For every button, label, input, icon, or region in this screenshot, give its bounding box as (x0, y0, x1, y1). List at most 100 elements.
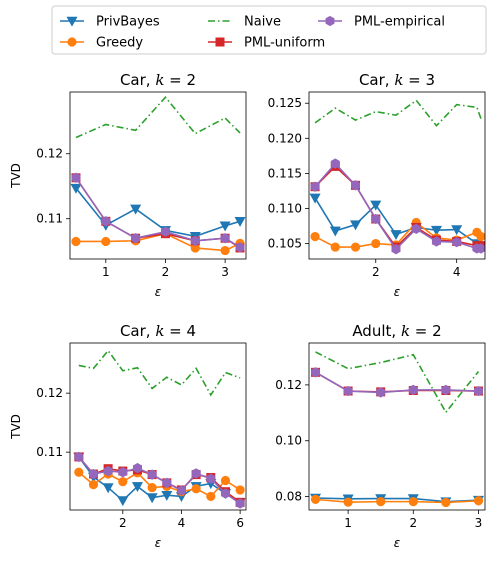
y-tick-label: 0.125 (268, 96, 302, 110)
subplot-2: Car, k = 3 2 4 0.105 0.110 0.115 0.120 0.125 ε (268, 71, 486, 299)
legend-item-pml-uniform: PML-uniform (208, 36, 325, 51)
series-line-pml-empirical (315, 371, 479, 394)
data-point-privbayes (390, 230, 402, 241)
data-point-privbayes (146, 493, 158, 504)
legend-entries: PrivBayes Greedy Naive PML-uniform PML-empir… (60, 15, 445, 51)
y-axis-label: TVD (9, 414, 23, 440)
x-axis-label: ε (155, 285, 162, 299)
y-tick-label: 0.11 (36, 212, 63, 226)
series-pml-empirical (310, 158, 485, 255)
series-line-greedy (314, 221, 482, 248)
y-axis-label: TVD (9, 163, 23, 189)
plot-area (70, 95, 246, 256)
data-point-privbayes (309, 193, 321, 204)
legend-marker (325, 15, 335, 27)
title-value: = 4 (164, 322, 196, 340)
series-privbayes (310, 493, 484, 508)
data-point-greedy (441, 497, 451, 508)
y-tick-label: 0.12 (36, 386, 63, 400)
subplot-title: Car, k = 3 (359, 71, 435, 89)
legend: PrivBayes Greedy Naive PML-uniform PML-empir… (51, 5, 487, 55)
y-tick-label: 0.11 (36, 445, 63, 459)
legend-marker (215, 37, 225, 47)
subplot-title: Adult, k = 2 (352, 322, 441, 340)
data-point-pml-empirical (441, 384, 451, 396)
subplot-4: Adult, k = 2 1 2 3 0.08 0.10 0.12 ε (275, 322, 486, 550)
y-tick-label: 0.120 (268, 131, 302, 145)
data-point-privbayes (131, 482, 143, 493)
title-value: = 2 (164, 71, 196, 89)
axes-frame (308, 91, 486, 260)
data-point-greedy (371, 238, 381, 249)
series-pml-empirical (71, 172, 245, 253)
data-point-greedy (220, 245, 230, 256)
data-point-pml-empirical (101, 216, 111, 227)
x-tick-label: 2 (162, 265, 170, 279)
legend-item-pml-empirical: PML-empirical (318, 15, 445, 30)
data-point-greedy (191, 484, 201, 494)
subplots: Car, k = 2 1 2 3 0.11 0.12 ε TVD Car, k = 3 2 4 0.1… (9, 71, 486, 550)
data-point-greedy (235, 485, 245, 495)
subplot-1: Car, k = 2 1 2 3 0.11 0.12 ε TVD (9, 71, 247, 299)
data-point-greedy (206, 491, 216, 502)
data-point-greedy (118, 477, 128, 487)
data-point-privbayes (234, 217, 246, 227)
data-point-pml-empirical (311, 367, 320, 378)
data-point-pml-empirical (162, 477, 172, 489)
data-point-pml-empirical (431, 236, 441, 247)
y-tick-label: 0.115 (268, 166, 302, 180)
x-tick-label: 2 (372, 265, 380, 279)
legend-label: PML-uniform (244, 36, 325, 51)
data-point-greedy (376, 497, 386, 507)
data-point-greedy (473, 496, 484, 506)
plot-area (73, 349, 246, 509)
legend-item-greedy: Greedy (60, 36, 143, 51)
y-tick-label: 0.12 (36, 147, 63, 161)
title-variable: k (155, 322, 164, 340)
title-value: = 3 (403, 71, 435, 89)
x-axis-label: ε (394, 285, 401, 299)
y-tick-label: 0.110 (268, 201, 302, 215)
axes-frame (69, 342, 247, 511)
series-line-naive (315, 351, 480, 414)
data-point-pml-empirical (190, 235, 200, 246)
data-point-pml-empirical (371, 213, 381, 225)
data-point-privbayes (70, 183, 82, 194)
x-tick-label: 1 (344, 516, 352, 530)
data-point-greedy (88, 480, 99, 490)
legend-item-privbayes: PrivBayes (60, 15, 160, 30)
series-line-pml-empirical (75, 177, 241, 248)
data-point-greedy (101, 236, 111, 247)
series-greedy (310, 494, 484, 508)
series-line-pml-uniform (315, 371, 479, 393)
data-point-greedy (147, 482, 157, 493)
title-variable: k (394, 71, 403, 89)
data-point-pml-empirical (476, 243, 485, 254)
series-line-pml-uniform (314, 165, 481, 249)
data-point-privbayes (117, 496, 129, 507)
x-tick-label: 3 (221, 265, 229, 279)
data-point-pml-empirical (177, 485, 186, 496)
data-point-pml-empirical (408, 384, 418, 396)
series-line-greedy (75, 232, 241, 252)
data-point-pml-empirical (391, 244, 401, 255)
data-point-privbayes (430, 225, 442, 236)
data-point-pml-empirical (206, 473, 216, 484)
data-point-greedy (343, 497, 353, 507)
data-point-privbayes (161, 490, 173, 501)
data-point-pml-empirical (343, 385, 353, 397)
series-pml-uniform (310, 161, 485, 252)
data-point-privbayes (130, 204, 142, 215)
y-tick-label: 0.08 (275, 490, 302, 504)
legend-frame (51, 5, 487, 55)
x-tick-label: 4 (178, 516, 186, 530)
series-line-privbayes (75, 187, 241, 238)
subplot-title: Car, k = 2 (120, 71, 196, 89)
data-point-pml-empirical (220, 233, 230, 244)
series-line-pml-empirical (314, 162, 481, 251)
series-line-naive (75, 95, 241, 139)
series-pml-empirical (74, 451, 245, 509)
data-point-greedy (330, 242, 340, 252)
data-point-pml-empirical (133, 462, 142, 474)
data-point-pml-empirical (351, 180, 360, 191)
